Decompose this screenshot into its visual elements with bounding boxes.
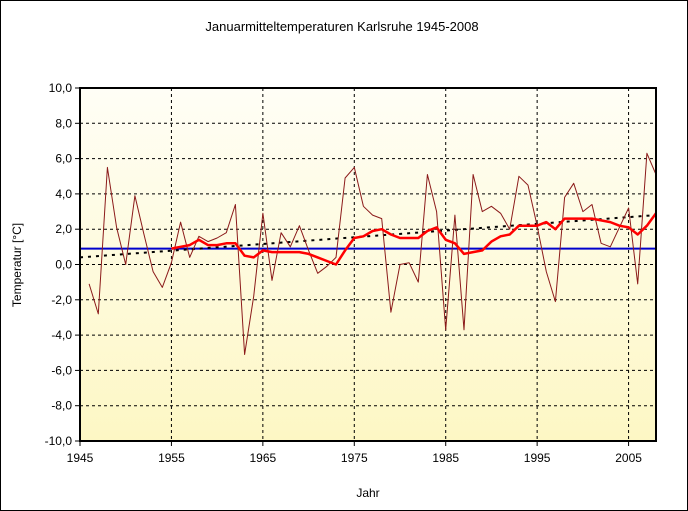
y-tick-label: 2,0 bbox=[55, 222, 72, 236]
y-tick-label: 4,0 bbox=[55, 187, 72, 201]
x-tick-label: 1965 bbox=[250, 451, 277, 465]
y-tick-label: 6,0 bbox=[55, 152, 72, 166]
y-axis-label: Temperatur [°C] bbox=[10, 223, 24, 307]
y-tick-label: 10,0 bbox=[49, 81, 73, 95]
y-tick-label: 8,0 bbox=[55, 116, 72, 130]
series-layer bbox=[79, 152, 658, 355]
y-tick-label: -4,0 bbox=[51, 328, 72, 342]
x-axis-ticks: 1945 1955 1965 1975 1985 1995 2005 bbox=[67, 441, 642, 465]
y-axis-ticks: -10,0 -8,0 -6,0 -4,0 -2,0 0,0 2,0 4,0 6,0 8,0 10,0 bbox=[45, 81, 80, 448]
x-tick-label: 1985 bbox=[432, 451, 459, 465]
series-annual-line bbox=[88, 152, 657, 355]
grid bbox=[80, 88, 656, 441]
x-tick-label: 1995 bbox=[524, 451, 551, 465]
x-tick-label: 1955 bbox=[158, 451, 185, 465]
y-tick-label: -2,0 bbox=[51, 293, 72, 307]
x-tick-label: 2005 bbox=[615, 451, 642, 465]
y-tick-label: -10,0 bbox=[45, 434, 73, 448]
x-axis-label: Jahr bbox=[356, 486, 379, 500]
x-tick-label: 1945 bbox=[67, 451, 94, 465]
x-tick-label: 1975 bbox=[341, 451, 368, 465]
y-tick-label: 0,0 bbox=[55, 258, 72, 272]
y-tick-label: -8,0 bbox=[51, 399, 72, 413]
y-tick-label: -6,0 bbox=[51, 363, 72, 377]
series-smoothed-line bbox=[171, 212, 658, 266]
chart-title: Januarmitteltemperaturen Karlsruhe 1945-… bbox=[205, 19, 478, 34]
